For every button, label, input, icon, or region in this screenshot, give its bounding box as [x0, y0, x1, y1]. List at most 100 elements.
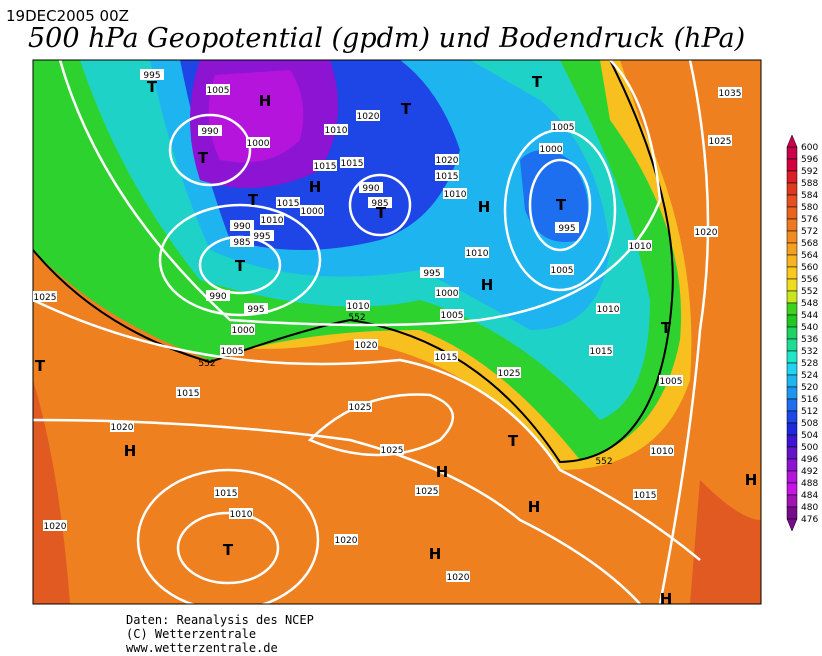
pressure-center: H	[436, 463, 449, 481]
isobar-label: 995	[558, 224, 575, 234]
isobar-label-bg	[435, 154, 459, 165]
pressure-center: T	[147, 78, 158, 96]
colorbar-label: 504	[801, 431, 818, 441]
isobar-label: 1020	[695, 228, 718, 238]
colorbar-swatch	[786, 194, 798, 208]
colorbar-label: 572	[801, 227, 818, 237]
isobar-label-bg	[465, 247, 489, 258]
colorbar-swatch	[786, 422, 798, 436]
colorbar-label: 596	[801, 155, 818, 165]
isobar-label-bg	[435, 287, 459, 298]
colorbar-swatch	[786, 338, 798, 352]
isobar-label: 1005	[207, 86, 230, 96]
isobar-label: 1015	[341, 159, 364, 169]
title: 500 hPa Geopotential (gpdm) und Bodendru…	[28, 23, 745, 54]
colorbar-swatch	[786, 230, 798, 244]
isobar-label: 1000	[301, 207, 324, 217]
isobar-label: 1015	[436, 172, 459, 182]
colorbar-arrow-bottom	[786, 518, 798, 532]
date: 19DEC2005 00Z	[6, 7, 129, 25]
isobar-label: 1010	[466, 249, 489, 259]
isobar-label-bg	[313, 160, 337, 171]
contour-label: 552	[198, 359, 215, 369]
pressure-center: H	[528, 498, 541, 516]
isobar-label: 985	[233, 238, 250, 248]
isobar-label: 1010	[629, 242, 652, 252]
colorbar-label: 488	[801, 479, 818, 489]
colorbar-swatch	[786, 494, 798, 508]
pressure-center: H	[745, 471, 758, 489]
isobar-label-bg	[368, 197, 392, 208]
pressure-center: T	[223, 541, 234, 559]
colorbar-swatch	[786, 410, 798, 424]
colorbar-label: 516	[801, 395, 818, 405]
colorbar-label: 532	[801, 347, 818, 357]
isobar-label: 990	[362, 184, 379, 194]
isobar-label: 1020	[335, 536, 358, 546]
isobar-label: 1025	[416, 487, 439, 497]
isobar-label-bg	[206, 290, 230, 301]
colorbar-label: 512	[801, 407, 818, 417]
contour-label: 552	[348, 313, 365, 323]
colorbar-swatch	[786, 218, 798, 232]
isobar-label-bg	[589, 345, 613, 356]
colorbar-swatch	[786, 362, 798, 376]
isobar-label: 1005	[441, 311, 464, 321]
colorbar-swatch	[786, 182, 798, 196]
isobar-label-bg	[214, 487, 238, 498]
colorbar-label: 568	[801, 239, 818, 249]
colorbar-label: 584	[801, 191, 818, 201]
isobar-label-bg	[718, 87, 742, 98]
pressure-center: T	[556, 196, 567, 214]
isobar-label-bg	[633, 489, 657, 500]
colorbar-label: 592	[801, 167, 818, 177]
colorbar-swatch	[786, 398, 798, 412]
pressure-center: T	[248, 191, 259, 209]
isobar-label-bg	[650, 445, 674, 456]
colorbar-label: 600	[801, 143, 818, 153]
colorbar-label: 496	[801, 455, 818, 465]
isobar-label-bg	[176, 387, 200, 398]
colorbar-label: 552	[801, 287, 818, 297]
pressure-center: H	[660, 590, 673, 608]
colorbar-label: 476	[801, 515, 818, 525]
isobar-label-bg	[43, 520, 67, 531]
colorbar-label: 588	[801, 179, 818, 189]
colorbar-swatch	[786, 146, 798, 160]
isobar-label: 1010	[325, 126, 348, 136]
pressure-center: T	[198, 149, 209, 167]
isobar-label-bg	[198, 125, 222, 136]
isobar-label-bg	[708, 135, 732, 146]
pressure-center: T	[661, 319, 672, 337]
isobar-label-bg	[140, 69, 164, 80]
colorbar-swatch	[786, 242, 798, 256]
isobar-label: 1025	[381, 446, 404, 456]
isobar-label-bg	[348, 401, 372, 412]
isobar-label-bg	[220, 345, 244, 356]
pressure-center: T	[508, 432, 519, 450]
isobar-label-bg	[550, 264, 574, 275]
pressure-center: T	[376, 204, 387, 222]
map-frame	[32, 59, 762, 605]
pressure-center: T	[401, 100, 412, 118]
isobar-label: 1020	[357, 112, 380, 122]
isobar-label-bg	[340, 157, 364, 168]
isobar-label: 1000	[232, 326, 255, 336]
isobar-label: 1010	[230, 510, 253, 520]
isobar-label: 1035	[719, 89, 742, 99]
isobar-label-bg	[230, 220, 254, 231]
isobar-label-bg	[250, 230, 274, 241]
isobar-label: 1015	[435, 353, 458, 363]
isobar-label: 1000	[247, 139, 270, 149]
isobar-label: 1020	[355, 341, 378, 351]
colorbar-swatch	[786, 302, 798, 316]
footer-line: (C) Wetterzentrale	[126, 627, 256, 641]
isobar-label-bg	[356, 110, 380, 121]
isobar-label-bg	[443, 188, 467, 199]
isobar-label-bg	[440, 309, 464, 320]
colorbar-label: 508	[801, 419, 818, 429]
pressure-center: H	[481, 276, 494, 294]
isobar-label-bg	[596, 303, 620, 314]
colorbar-label: 480	[801, 503, 818, 513]
isobar-label: 1015	[590, 347, 613, 357]
